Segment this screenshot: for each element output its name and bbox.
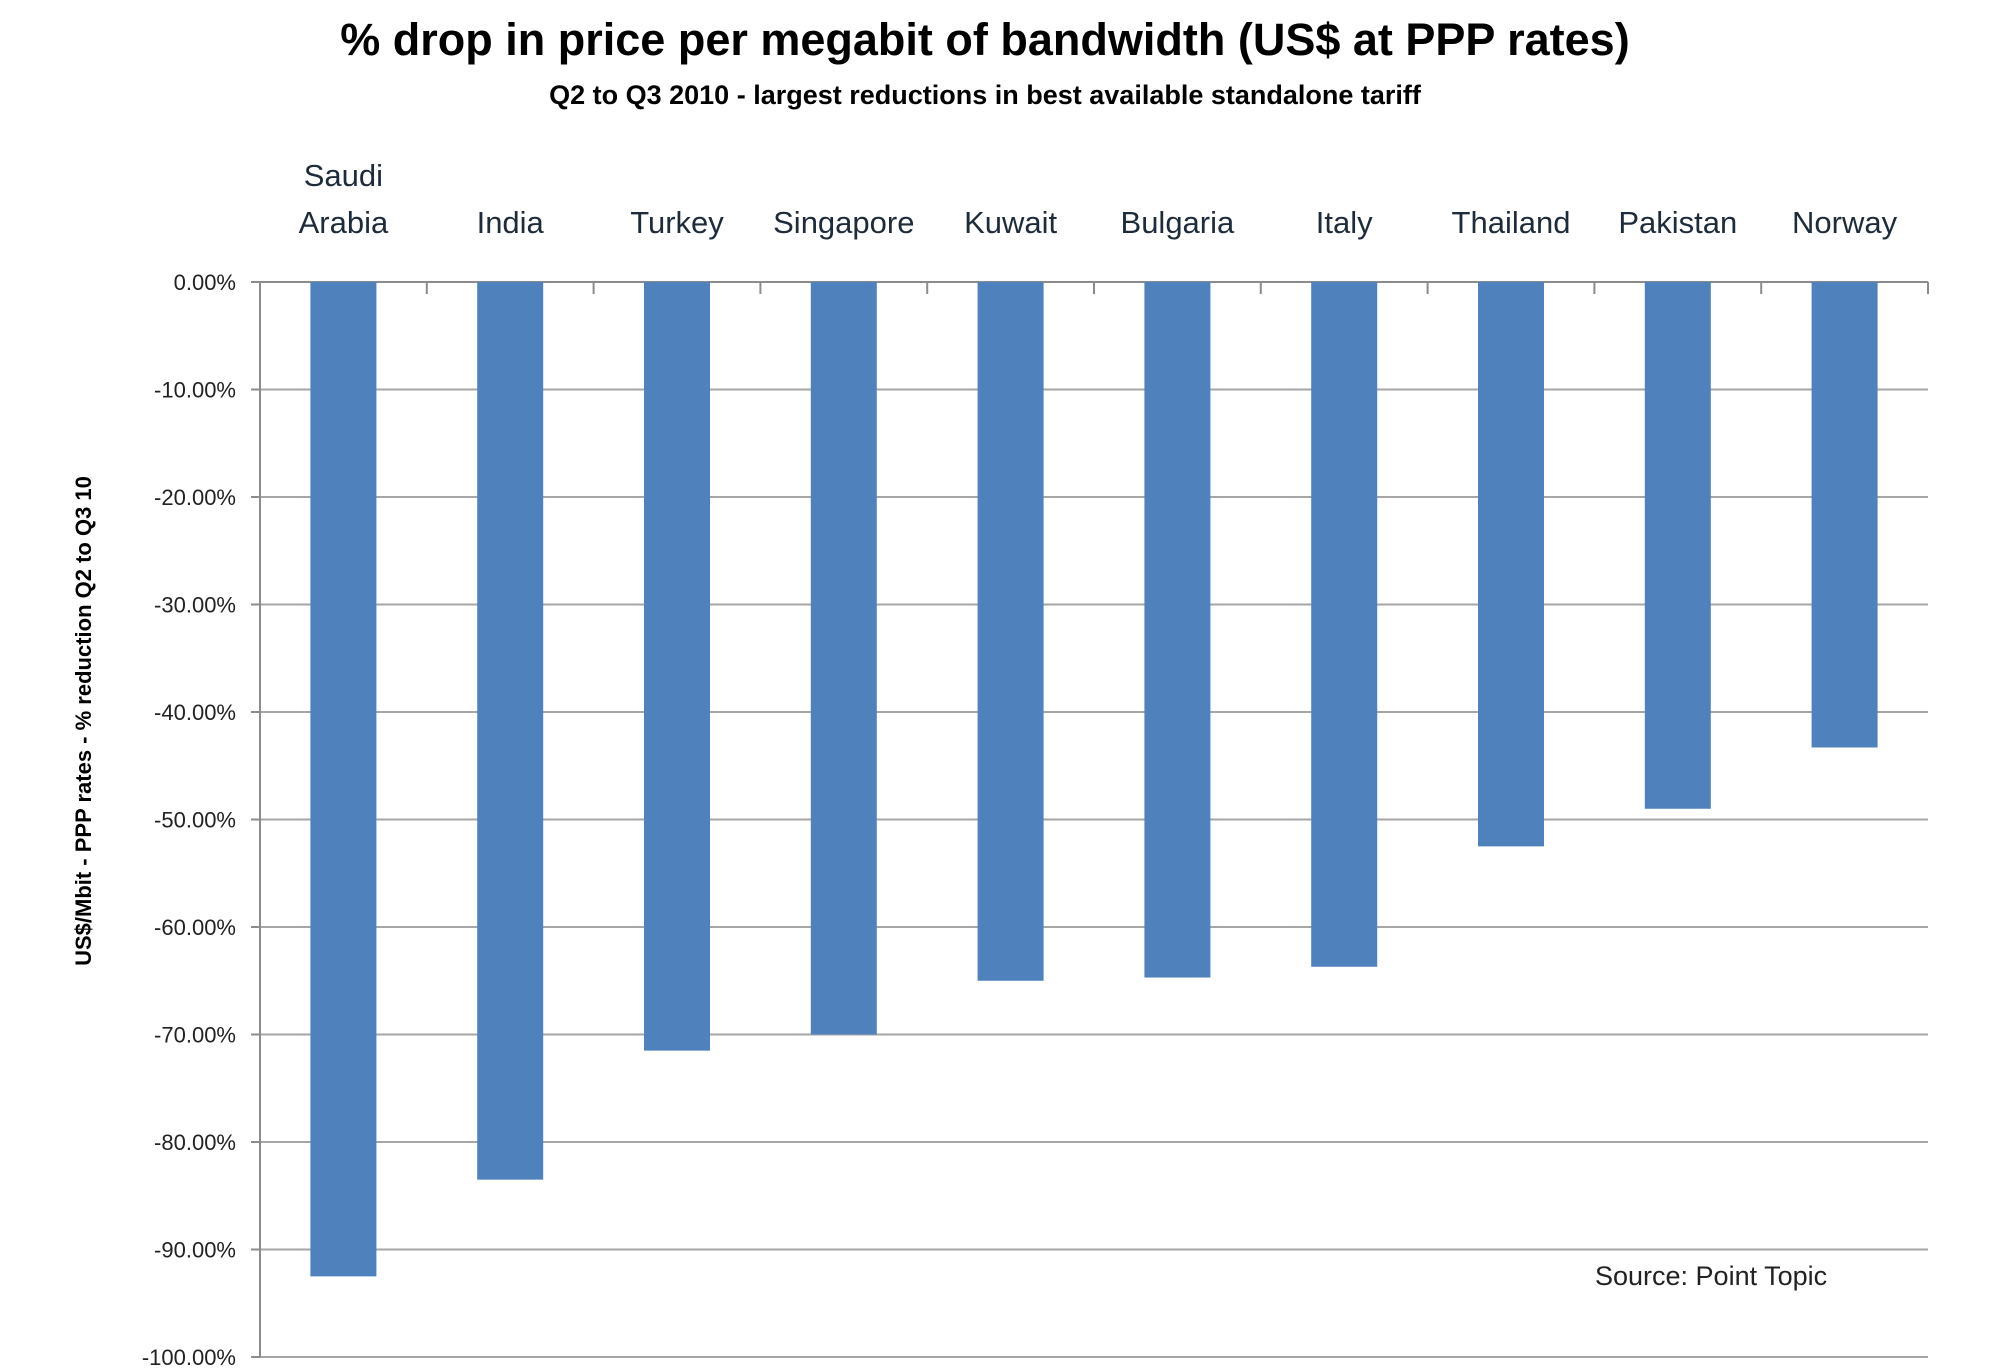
x-category-label: Bulgaria [1121,205,1235,240]
y-tick-label: -60.00% [154,915,236,940]
x-category-label: Italy [1316,205,1373,240]
chart-subtitle: Q2 to Q3 2010 - largest reductions in be… [549,80,1421,110]
x-category-label: Kuwait [964,205,1057,240]
y-tick-label: -50.00% [154,808,236,833]
bar [477,282,544,1180]
bar [810,282,877,1035]
bar [644,282,710,1051]
y-tick-label: -90.00% [154,1238,236,1263]
bar [1478,282,1544,847]
bar [1311,282,1378,967]
bar [1811,282,1878,748]
y-tick-label: -40.00% [154,700,236,725]
x-category-label: Singapore [773,205,914,240]
y-tick-label: -30.00% [154,593,236,618]
bar [310,282,377,1277]
chart-title: % drop in price per megabit of bandwidth… [340,14,1630,65]
x-category-label: Pakistan [1618,205,1737,240]
y-tick-label: -20.00% [154,485,236,510]
x-category-label: Norway [1792,205,1898,240]
y-tick-label: 0.00% [174,270,236,295]
bar [1144,282,1211,978]
y-tick-label: -80.00% [154,1130,236,1155]
bar [977,282,1044,981]
bar [1644,282,1711,809]
y-tick-label: -70.00% [154,1023,236,1048]
x-category-label: Saudi Arabia [299,158,389,240]
y-tick-label: -100.00% [142,1345,236,1370]
x-category-label: Turkey [630,205,724,240]
y-tick-label: -10.00% [154,378,236,403]
x-category-label: India [477,205,545,240]
x-category-label: Thailand [1452,205,1571,240]
source-note: Source: Point Topic [1595,1261,1828,1291]
